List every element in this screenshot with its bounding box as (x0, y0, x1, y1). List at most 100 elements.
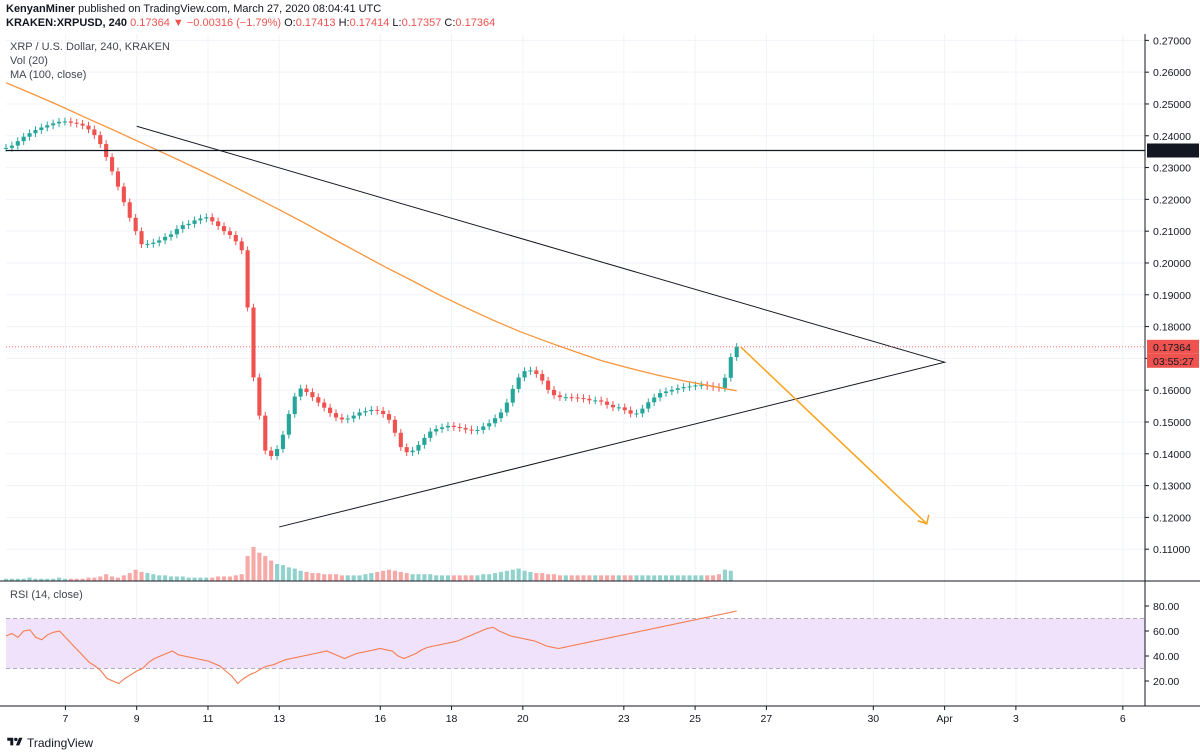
volume-bar (157, 575, 162, 581)
price-tick-label: 0.27000 (1153, 35, 1191, 47)
candle-body (369, 409, 374, 412)
candle-body (652, 397, 657, 403)
candle-body (534, 370, 539, 374)
volume-bar (439, 575, 445, 581)
time-tick-label: 27 (761, 713, 773, 725)
candle-body (693, 385, 698, 387)
candle-body (263, 415, 268, 451)
volume-bar (563, 575, 568, 581)
candle-body (599, 400, 604, 402)
price-marker-box (1147, 353, 1199, 368)
candle-body (221, 226, 227, 232)
candle-body (439, 427, 445, 429)
price-tick-label: 0.26000 (1153, 67, 1191, 79)
candle-body (233, 234, 238, 242)
candle-body (145, 243, 150, 245)
candle-body (157, 240, 162, 243)
projection-arrow[interactable] (740, 346, 930, 525)
volume-bar (445, 575, 451, 581)
legend-ma[interactable]: MA (100, close) (10, 69, 87, 81)
volume-bar (628, 575, 633, 581)
time-tick-label: 9 (134, 713, 140, 725)
volume-bar (269, 560, 274, 581)
last-price: 0.17364 (130, 17, 170, 29)
projection-arrow-head (917, 514, 930, 525)
candle-body (68, 121, 73, 123)
volume-bar (304, 571, 309, 581)
candle-body (622, 407, 627, 411)
candle-body (587, 398, 592, 401)
candle-body (216, 221, 221, 227)
volume-bar (546, 574, 551, 581)
candle-body (239, 241, 244, 251)
author-name[interactable]: KenyanMiner (6, 3, 76, 15)
rsi-axis: 80.00 60.00 40.00 20.00 (1145, 601, 1179, 688)
volume-bar (104, 574, 109, 581)
ohlc-line: KRAKEN:XRPUSD, 240 0.17364 ▼ −0.00316 (−… (6, 17, 495, 29)
volume-bar (210, 577, 215, 581)
volume-bar (604, 575, 610, 581)
price-tick-label: 0.21000 (1153, 226, 1191, 238)
price-tick-label: 0.14000 (1153, 449, 1191, 461)
volume-bar (599, 575, 604, 581)
candle-body (86, 125, 91, 130)
volume-bar (233, 575, 238, 581)
volume-bar (711, 575, 716, 581)
volume-bar (581, 575, 586, 581)
volume-bar (652, 575, 657, 581)
volume-bar (33, 578, 38, 581)
legend-title[interactable]: XRP / U.S. Dollar, 240, KRAKEN (10, 41, 170, 53)
candle-body (139, 231, 144, 245)
rsi-tick-label: 40.00 (1153, 651, 1179, 663)
candle-body (186, 223, 191, 226)
candle-body (280, 434, 286, 450)
volume-bar (487, 574, 492, 581)
candle-body (504, 402, 509, 413)
volume-bar (587, 575, 592, 581)
rsi-band (6, 618, 1145, 669)
volume-bar (115, 577, 121, 581)
candle-body (322, 402, 327, 408)
time-tick-label: 23 (618, 713, 630, 725)
volume-bar (493, 573, 498, 581)
chart-area[interactable]: 0.27000 0.26000 0.25000 0.24000 0.23000 0.220… (0, 34, 1200, 730)
volume-bar (663, 575, 669, 581)
volume-bar (274, 564, 280, 581)
volume-bar (245, 556, 250, 581)
volume-bar (646, 575, 651, 581)
price-tick-label: 0.23000 (1153, 163, 1191, 175)
time-tick-label: 6 (1120, 713, 1126, 725)
candle-body (9, 145, 14, 148)
candle-body (245, 250, 250, 308)
tradingview-brand[interactable]: TradingView (27, 736, 94, 750)
candle-body (98, 135, 103, 145)
legend-volume[interactable]: Vol (20) (10, 55, 48, 67)
price-tick-label: 0.18000 (1153, 322, 1191, 334)
symbol-label[interactable]: KRAKEN:XRPUSD, 240 (6, 17, 128, 29)
close-label: C: (444, 17, 456, 29)
candle-body (133, 217, 138, 232)
candle-body (198, 218, 203, 221)
candle-body (681, 387, 686, 389)
volume-bar (328, 574, 333, 581)
rsi-legend[interactable]: RSI (14, close) (10, 589, 83, 601)
candle-body (634, 413, 639, 415)
volume-bar (133, 569, 138, 581)
candle-body (616, 407, 621, 409)
candle-body (404, 447, 409, 453)
close-value: 0.17364 (455, 17, 496, 29)
candle-body (269, 450, 274, 457)
tradingview-logo-icon[interactable] (6, 736, 24, 748)
volume-bar (339, 575, 344, 581)
candle-body (493, 418, 498, 424)
candle-body (540, 373, 545, 381)
candle-body (457, 427, 462, 429)
price-tick-label: 0.11000 (1153, 544, 1190, 556)
volume-bar (498, 571, 504, 581)
volume-bar (687, 575, 692, 581)
volume-bar (27, 577, 32, 581)
volume-bar (351, 575, 356, 581)
ma-line (5, 82, 737, 392)
volume-bar (174, 576, 179, 581)
time-tick-label: 20 (517, 713, 529, 725)
